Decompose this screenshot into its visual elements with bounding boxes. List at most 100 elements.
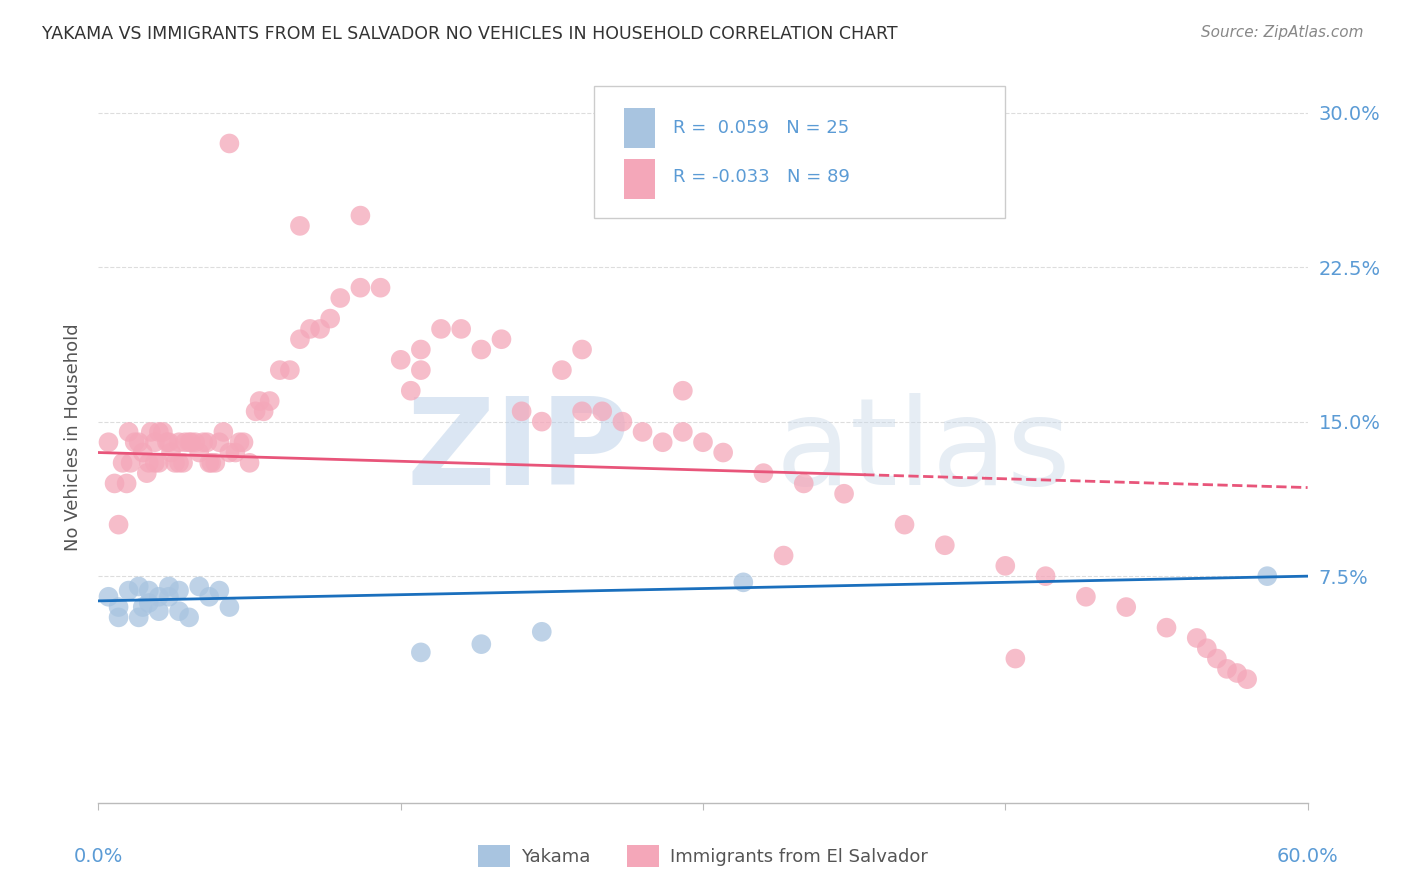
Point (269, 363, 291, 377)
Point (218, 136, 240, 151)
Point (132, 600, 155, 615)
Text: atlas: atlas (776, 393, 1071, 510)
Point (157, 435, 180, 450)
Point (195, 435, 218, 450)
Point (132, 445, 155, 459)
Point (1226, 665, 1249, 680)
Point (143, 435, 166, 450)
Text: 0.0%: 0.0% (73, 847, 124, 866)
Point (193, 435, 215, 450)
Point (409, 343, 432, 357)
Point (218, 445, 240, 459)
Point (198, 590, 221, 604)
Point (239, 456, 262, 470)
Point (115, 476, 138, 491)
Point (184, 435, 207, 450)
Point (672, 384, 695, 398)
Point (111, 456, 134, 470)
Point (1195, 641, 1218, 656)
Point (156, 435, 179, 450)
Point (1074, 590, 1097, 604)
Point (188, 445, 211, 459)
Point (148, 456, 170, 470)
Point (180, 435, 202, 450)
Point (103, 476, 125, 491)
Point (1236, 672, 1258, 686)
Point (288, 332, 311, 346)
Text: R = -0.033   N = 89: R = -0.033 N = 89 (672, 169, 849, 186)
Text: ZIP: ZIP (406, 393, 630, 510)
Point (167, 456, 190, 470)
Point (167, 435, 190, 450)
Legend: Yakama, Immigrants from El Salvador: Yakama, Immigrants from El Salvador (471, 838, 935, 874)
Point (107, 600, 129, 615)
Point (107, 517, 129, 532)
Point (399, 384, 422, 398)
Point (551, 363, 574, 377)
Point (107, 610, 129, 624)
Point (174, 435, 197, 450)
Point (994, 558, 1017, 573)
Point (450, 322, 472, 336)
Point (672, 425, 695, 439)
Point (934, 538, 956, 552)
Point (733, 575, 755, 590)
Point (232, 435, 254, 450)
Point (571, 404, 593, 418)
Point (1256, 569, 1278, 583)
Point (218, 600, 240, 615)
Point (167, 604, 190, 618)
Point (179, 610, 201, 624)
Point (143, 456, 166, 470)
Point (288, 219, 311, 233)
Point (97, 590, 120, 604)
Point (409, 645, 432, 659)
Point (204, 456, 226, 470)
Point (118, 425, 141, 439)
Point (138, 456, 160, 470)
Point (188, 579, 211, 593)
Point (491, 332, 513, 346)
Point (1185, 631, 1208, 645)
Point (772, 549, 794, 563)
Point (139, 425, 162, 439)
Point (309, 322, 332, 336)
Point (793, 476, 815, 491)
Point (124, 435, 146, 450)
Point (1156, 621, 1178, 635)
Point (198, 456, 221, 470)
FancyBboxPatch shape (624, 108, 655, 148)
Text: Source: ZipAtlas.com: Source: ZipAtlas.com (1201, 25, 1364, 40)
FancyBboxPatch shape (624, 159, 655, 200)
Point (249, 394, 271, 409)
Point (120, 456, 142, 470)
Point (200, 456, 222, 470)
Point (172, 456, 194, 470)
Point (163, 456, 186, 470)
Point (148, 604, 170, 618)
Point (128, 610, 150, 624)
Point (245, 404, 267, 418)
Point (530, 415, 553, 429)
Y-axis label: No Vehicles in Household: No Vehicles in Household (63, 323, 82, 551)
Point (349, 281, 371, 295)
Point (128, 435, 150, 450)
Point (259, 394, 281, 409)
Point (1035, 569, 1057, 583)
Point (157, 590, 180, 604)
Text: R =  0.059   N = 25: R = 0.059 N = 25 (672, 119, 849, 136)
Point (167, 583, 190, 598)
Point (893, 517, 915, 532)
Point (752, 466, 775, 480)
Point (148, 590, 170, 604)
Point (430, 322, 453, 336)
Point (212, 425, 235, 439)
Point (1004, 651, 1026, 665)
Text: 60.0%: 60.0% (1277, 847, 1339, 866)
Point (571, 343, 593, 357)
Point (370, 281, 392, 295)
Point (591, 404, 613, 418)
Point (152, 425, 174, 439)
Point (409, 363, 432, 377)
Point (228, 435, 250, 450)
